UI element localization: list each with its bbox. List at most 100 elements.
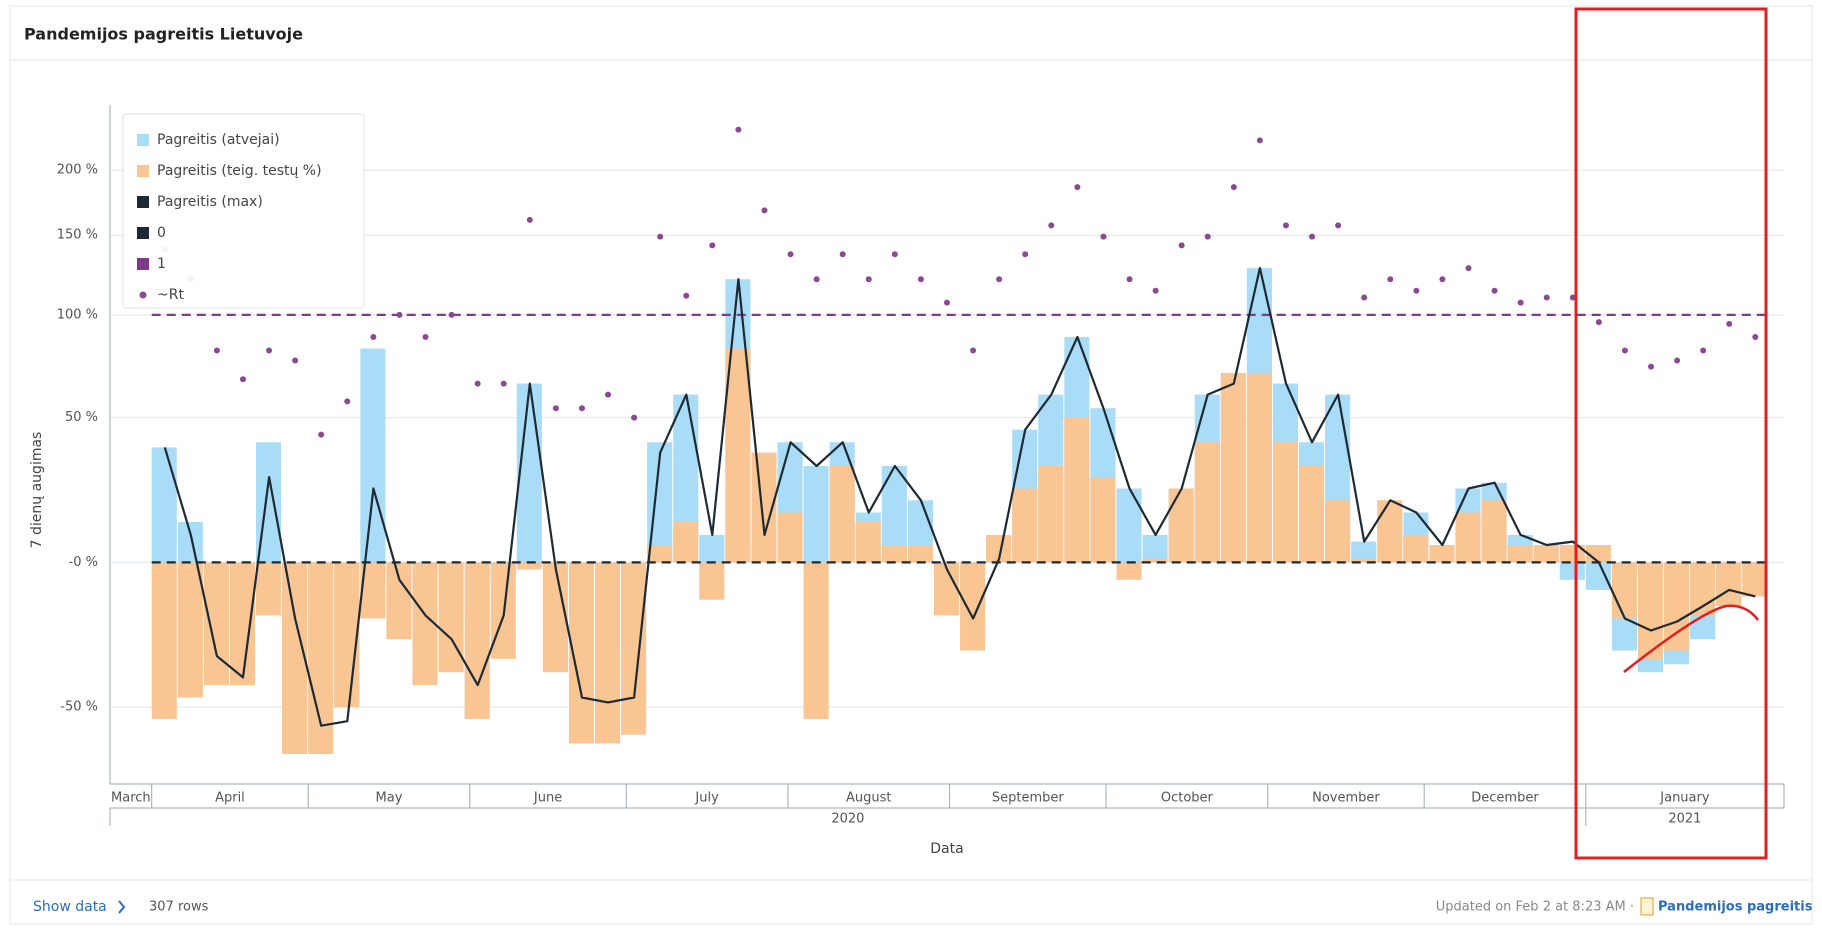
x-tick-label: March [111, 791, 151, 806]
bar [647, 544, 673, 563]
bar [542, 562, 568, 673]
rt-point [891, 251, 898, 258]
rt-point [344, 398, 351, 405]
rt-point [1178, 242, 1185, 249]
row-count: 307 rows [149, 900, 209, 915]
rt-point [761, 207, 768, 214]
bar [1064, 417, 1090, 563]
rt-point [1048, 222, 1055, 229]
bar [1299, 465, 1325, 563]
x-tick-label: October [1161, 791, 1214, 806]
rt-point [239, 376, 246, 383]
bar [1429, 544, 1455, 563]
rt-point [370, 333, 377, 340]
rt-point [1309, 233, 1316, 240]
bar [1116, 562, 1142, 580]
x-tick-label: November [1312, 791, 1380, 806]
x-tick-label: May [376, 791, 403, 806]
y-tick-label: 150 % [57, 228, 98, 243]
bar [803, 562, 829, 719]
y-tick-label: 200 % [57, 163, 98, 178]
rt-point [1074, 184, 1081, 191]
rt-point [813, 276, 820, 283]
bar [1194, 442, 1220, 563]
rt-point [1152, 287, 1159, 294]
rt-point [292, 357, 299, 364]
bar [1481, 500, 1507, 563]
y-tick-label: 100 % [57, 307, 98, 322]
bar [464, 562, 490, 719]
rt-point [683, 292, 690, 299]
bar [960, 562, 986, 651]
rt-point [1282, 222, 1289, 229]
rt-point [1361, 294, 1368, 301]
rt-point [1752, 333, 1759, 340]
show-data-link[interactable]: Show data [33, 899, 107, 915]
bar [1455, 512, 1481, 563]
bar [1142, 558, 1168, 563]
rt-point [1700, 347, 1707, 354]
rt-point [1674, 357, 1681, 364]
year-label: 2020 [831, 812, 864, 827]
rt-point [735, 126, 742, 133]
trend-annotation [1623, 604, 1759, 673]
x-tick-label: April [215, 791, 245, 806]
bar [1403, 534, 1429, 563]
bar [1742, 562, 1768, 597]
y-tick-label: 50 % [65, 410, 98, 425]
x-tick-label: January [1659, 791, 1710, 806]
bar [1351, 558, 1377, 563]
bar [516, 383, 542, 563]
bar [803, 465, 829, 563]
x-tick-label: June [533, 791, 562, 806]
bar [203, 562, 229, 686]
rt-point [970, 347, 977, 354]
rt-point [944, 299, 950, 306]
source-link[interactable]: Pandemijos pagreitis [1658, 900, 1813, 915]
legend-marker [139, 291, 147, 299]
rt-point [1465, 265, 1472, 272]
rt-point [396, 311, 403, 318]
bar [1637, 562, 1664, 659]
bar [256, 562, 282, 616]
rt-point [865, 276, 872, 283]
chart-title: Pandemijos pagreitis Lietuvoje [24, 25, 303, 44]
legend-marker [137, 196, 149, 208]
rt-point [1621, 347, 1628, 354]
bar [1220, 372, 1246, 563]
rt-point [631, 414, 638, 421]
rt-point [526, 216, 533, 223]
rt-point [709, 242, 716, 249]
x-tick-label: July [694, 791, 719, 806]
bar [1351, 541, 1377, 563]
rt-point [1726, 320, 1733, 327]
updated-text: Updated on Feb 2 at 8:23 AM · [1436, 900, 1634, 915]
rt-point [1543, 294, 1550, 301]
y-tick-label: -50 % [60, 700, 98, 715]
bar [594, 562, 621, 744]
rt-point [474, 380, 481, 387]
legend-marker [137, 134, 149, 146]
rt-point [1126, 276, 1133, 283]
rt-point [1595, 319, 1602, 326]
bar [282, 562, 308, 754]
rt-point [552, 405, 559, 412]
bar [177, 562, 203, 698]
legend-label: ~Rt [157, 287, 184, 303]
bar [516, 562, 542, 570]
rt-point [787, 251, 794, 258]
bar [1533, 544, 1559, 563]
legend-marker [137, 227, 149, 239]
bar [699, 534, 725, 563]
rt-point [1335, 222, 1342, 229]
bar [1116, 488, 1142, 563]
bar [1559, 544, 1585, 563]
x-axis-title: Data [930, 841, 963, 857]
legend-marker [137, 258, 149, 270]
rt-point [1648, 363, 1655, 370]
legend-label: Pagreitis (max) [157, 194, 263, 210]
legend-marker [137, 165, 149, 177]
bar [829, 465, 855, 563]
doc-icon [1640, 897, 1654, 916]
rt-point [605, 391, 612, 398]
